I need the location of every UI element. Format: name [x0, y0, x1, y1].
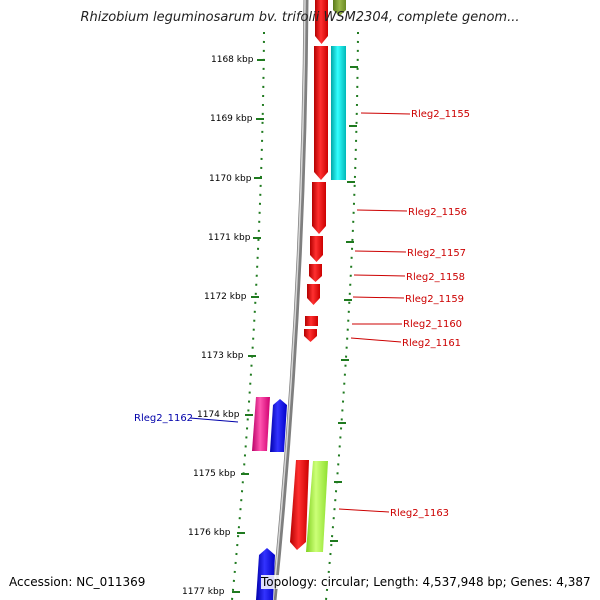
gene-feature[interactable]	[307, 284, 320, 305]
label-leader	[352, 296, 405, 299]
gene-feature[interactable]	[315, 0, 328, 44]
gene-feature[interactable]	[314, 46, 328, 180]
tick-track-left	[231, 31, 265, 600]
gene-label[interactable]: Rleg2_1159	[405, 294, 464, 305]
genome-backbone	[271, 0, 309, 600]
tick-label: 1173 kbp	[201, 351, 244, 361]
tick-label: 1176 kbp	[188, 528, 231, 538]
gene-label[interactable]: Rleg2_1160	[403, 319, 462, 330]
gene-label[interactable]: Rleg2_1163	[390, 508, 449, 519]
gene-feature[interactable]	[304, 329, 317, 342]
gene-feature[interactable]	[252, 397, 270, 451]
gene-label[interactable]: Rleg2_1162	[134, 413, 193, 424]
tick-label: 1172 kbp	[204, 292, 247, 302]
gene-feature[interactable]	[309, 264, 322, 282]
map-title: Rhizobium leguminosarum bv. trifolii WSM…	[80, 10, 520, 25]
gene-label[interactable]: Rleg2_1157	[407, 248, 466, 259]
gene-feature[interactable]	[290, 460, 309, 550]
label-leader	[354, 250, 407, 253]
tick-label: 1174 kbp	[197, 410, 240, 420]
gene-label[interactable]: Rleg2_1156	[408, 207, 467, 218]
label-leader	[353, 274, 406, 277]
gene-feature[interactable]	[306, 461, 328, 552]
tick-label: 1171 kbp	[208, 233, 251, 243]
tick-track-right	[325, 31, 359, 600]
gene-feature[interactable]	[256, 548, 275, 600]
tick-label: 1169 kbp	[210, 114, 253, 124]
gene-label[interactable]: Rleg2_1155	[411, 109, 470, 120]
accession-text: Accession: NC_011369	[9, 575, 146, 589]
gene-feature[interactable]	[310, 236, 323, 262]
label-leader	[356, 209, 408, 212]
tick-label: 1175 kbp	[193, 469, 236, 479]
label-leader	[189, 417, 239, 423]
label-leader	[350, 337, 402, 343]
gene-feature[interactable]	[270, 399, 287, 452]
gene-label[interactable]: Rleg2_1161	[402, 338, 461, 349]
tick-label: 1168 kbp	[211, 55, 254, 65]
genome-backbone-highlight	[272, 0, 306, 600]
gene-feature[interactable]	[312, 182, 326, 234]
gene-label[interactable]: Rleg2_1158	[406, 272, 465, 283]
gene-feature[interactable]	[333, 0, 346, 16]
tick-label: 1170 kbp	[209, 174, 252, 184]
label-leader	[338, 508, 390, 513]
gene-feature[interactable]	[331, 46, 346, 180]
label-leader	[360, 112, 411, 115]
gene-feature[interactable]	[305, 316, 318, 326]
topology-text: Topology: circular; Length: 4,537,948 bp…	[261, 575, 591, 589]
tick-label: 1177 kbp	[182, 587, 225, 597]
